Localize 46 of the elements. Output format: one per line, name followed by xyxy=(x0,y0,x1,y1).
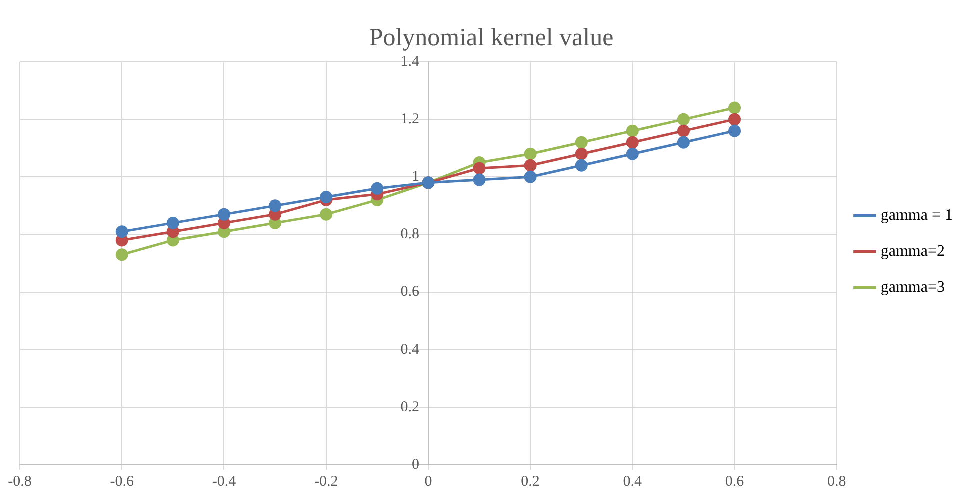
point xyxy=(524,170,537,184)
y-tick-label: 0.2 xyxy=(400,399,420,416)
x-tick-label: 0.8 xyxy=(828,474,846,490)
point xyxy=(677,113,690,126)
point xyxy=(473,162,486,175)
y-tick-label: 1.2 xyxy=(400,112,420,128)
point xyxy=(116,226,128,238)
point xyxy=(677,136,690,149)
chart-title: Polynomial kernel value xyxy=(369,24,614,52)
y-tick-label: 0.6 xyxy=(400,284,420,300)
point xyxy=(575,159,588,172)
legend-label: gamma=2 xyxy=(880,243,946,260)
point xyxy=(728,124,742,138)
point xyxy=(575,136,588,149)
x-tick-label: -0.2 xyxy=(314,474,338,490)
legend-label: gamma=3 xyxy=(880,279,946,296)
x-tick-label: -0.4 xyxy=(212,474,237,490)
x-tick-label: 0.2 xyxy=(521,474,540,490)
x-tick-label: 0.6 xyxy=(725,474,745,490)
x-tick-label: 0.4 xyxy=(623,474,643,490)
point xyxy=(473,174,486,186)
y-tick-label: 0 xyxy=(412,456,420,473)
y-tick-label: 0.4 xyxy=(400,342,420,358)
point xyxy=(320,208,333,221)
point xyxy=(524,148,537,160)
y-tick-label: 1 xyxy=(412,169,420,186)
point xyxy=(371,182,384,195)
point xyxy=(269,200,282,212)
y-tick-label: 1.4 xyxy=(400,54,420,70)
y-tick-label: 0.8 xyxy=(400,226,420,243)
point xyxy=(626,136,639,149)
point xyxy=(575,148,588,160)
legend-label: gamma = 1 xyxy=(880,207,954,224)
point xyxy=(728,102,742,114)
point xyxy=(524,159,537,172)
point xyxy=(166,216,180,230)
x-tick-label: 0 xyxy=(424,474,432,490)
point xyxy=(626,124,639,138)
point xyxy=(677,124,690,138)
point xyxy=(728,113,742,126)
x-tick-label: -0.6 xyxy=(110,474,134,490)
point xyxy=(626,148,639,160)
point xyxy=(218,208,230,221)
point xyxy=(116,248,128,262)
point xyxy=(320,191,333,204)
x-tick-label: -0.8 xyxy=(8,474,32,490)
